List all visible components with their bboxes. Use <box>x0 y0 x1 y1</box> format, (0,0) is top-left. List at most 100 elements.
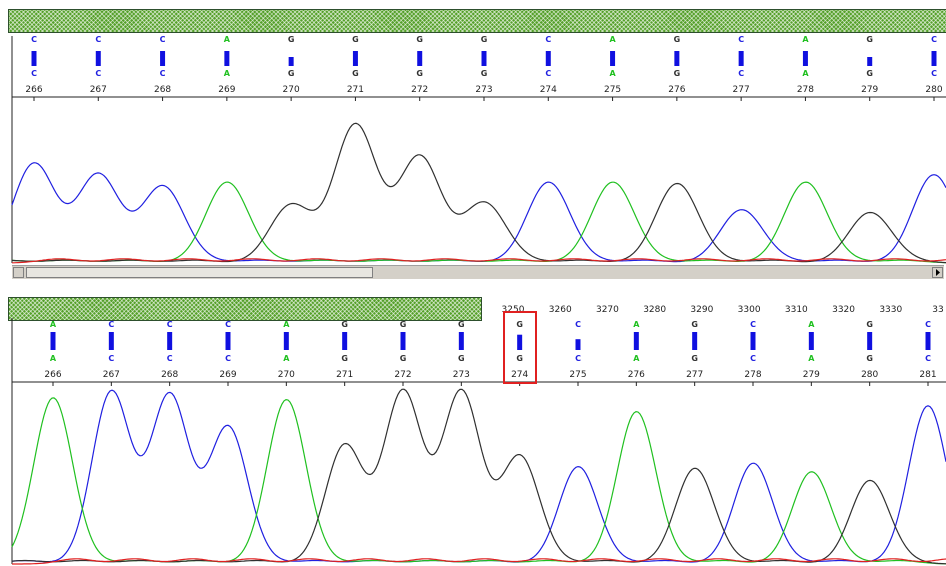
base-call-266: C <box>31 35 37 44</box>
trace-C <box>11 162 946 263</box>
base-call-275: C <box>575 320 581 329</box>
reference-base-266: A <box>50 354 57 363</box>
quality-bar-270 <box>283 332 289 350</box>
base-call-269: C <box>225 320 231 329</box>
base-call-275: A <box>609 35 616 44</box>
reference-base-280: C <box>931 69 937 78</box>
base-call-276: A <box>633 320 640 329</box>
base-call-272: G <box>416 35 423 44</box>
reference-base-271: G <box>341 354 348 363</box>
top-sequence-name-bar <box>8 9 946 33</box>
position-label-267: 267 <box>90 85 107 95</box>
scroll-thumb[interactable] <box>26 267 373 278</box>
position-label-273: 273 <box>475 85 492 95</box>
position-label-275: 275 <box>604 85 621 95</box>
base-call-278: C <box>750 320 756 329</box>
position-label-266: 266 <box>44 370 61 380</box>
quality-bar-278 <box>802 51 808 66</box>
top-chromatogram: C C 266 C C 267 C C 268 A A 269 G G 270 G G 271 G G 272 G G 273… <box>11 35 946 264</box>
position-label-267: 267 <box>103 370 120 380</box>
trace-A <box>11 397 946 565</box>
position-label-272: 272 <box>411 85 428 95</box>
position-label-268: 268 <box>154 85 171 95</box>
reference-base-271: G <box>352 69 359 78</box>
position-label-271: 271 <box>336 370 353 380</box>
position-label-272: 272 <box>394 370 411 380</box>
position-label-281: 281 <box>919 370 936 380</box>
position-label-266: 266 <box>25 85 42 95</box>
quality-bar-272 <box>400 332 406 350</box>
position-label-270: 270 <box>278 370 295 380</box>
top-horizontal-scrollbar[interactable] <box>12 265 944 279</box>
quality-bar-269 <box>224 51 230 66</box>
scroll-right-button[interactable] <box>932 267 943 278</box>
quality-bar-269 <box>225 332 231 350</box>
arrow-right-icon <box>936 269 940 276</box>
quality-bar-273 <box>458 332 464 350</box>
reference-base-275: A <box>609 69 616 78</box>
trace-index-label-3320: 3320 <box>832 305 855 315</box>
reference-base-280: G <box>866 354 873 363</box>
trace-T <box>12 258 946 264</box>
base-call-272: G <box>400 320 407 329</box>
base-call-270: A <box>283 320 290 329</box>
reference-base-279: G <box>866 69 873 78</box>
base-call-267: C <box>108 320 114 329</box>
position-label-277: 277 <box>733 85 750 95</box>
position-label-269: 269 <box>219 370 236 380</box>
quality-bar-272 <box>417 51 423 66</box>
quality-bar-267 <box>95 51 101 66</box>
bottom-chromatogram: 3250 3260 3270 3280 3290 3300 3310 3320 3330 33 A A… <box>11 305 946 565</box>
reference-base-277: G <box>691 354 698 363</box>
base-call-266: A <box>50 320 57 329</box>
quality-bar-266 <box>50 332 56 350</box>
quality-bar-276 <box>674 51 680 66</box>
quality-bar-274 <box>545 51 551 66</box>
reference-base-272: G <box>400 354 407 363</box>
position-label-279: 279 <box>803 370 820 380</box>
trace-index-label-3290: 3290 <box>690 305 713 315</box>
reference-base-267: C <box>108 354 114 363</box>
base-call-276: G <box>674 35 681 44</box>
quality-bar-278 <box>750 332 756 350</box>
scroll-left-button[interactable] <box>13 267 24 278</box>
reference-base-266: C <box>31 69 37 78</box>
quality-bar-277 <box>692 332 698 350</box>
base-call-274: G <box>516 320 523 329</box>
reference-base-273: G <box>481 69 488 78</box>
reference-base-276: A <box>633 354 640 363</box>
reference-base-276: G <box>674 69 681 78</box>
reference-base-268: C <box>160 69 166 78</box>
highlighted-base-274-box[interactable] <box>503 311 537 384</box>
quality-bar-279 <box>808 332 814 350</box>
reference-base-267: C <box>95 69 101 78</box>
trace-index-label-3250: 3250 <box>502 305 525 315</box>
base-call-279: A <box>808 320 815 329</box>
quality-bar-279 <box>867 57 873 66</box>
reference-base-269: C <box>225 354 231 363</box>
base-call-280: C <box>931 35 937 44</box>
base-call-277: G <box>691 320 698 329</box>
base-call-271: G <box>352 35 359 44</box>
quality-bar-280 <box>867 332 873 350</box>
position-label-276: 276 <box>668 85 685 95</box>
reference-base-270: A <box>283 354 290 363</box>
base-call-281: C <box>925 320 931 329</box>
base-call-277: C <box>738 35 744 44</box>
position-label-271: 271 <box>347 85 364 95</box>
trace-index-label-3300: 3300 <box>738 305 761 315</box>
base-call-278: A <box>802 35 809 44</box>
bottom-trace-panel: 3250 3260 3270 3280 3290 3300 3310 3320 3330 33 A A… <box>0 296 946 566</box>
base-call-274: C <box>545 35 551 44</box>
quality-bar-268 <box>160 51 166 66</box>
trace-index-label-3310: 3310 <box>785 305 808 315</box>
reference-base-268: C <box>167 354 173 363</box>
trace-index-label-33: 33 <box>932 305 943 315</box>
top-trace-panel: C C 266 C C 267 C C 268 A A 269 G G 270 G G 271 G G 272 G G 273… <box>8 9 946 279</box>
reference-base-275: C <box>575 354 581 363</box>
base-call-273: G <box>458 320 465 329</box>
reference-base-281: C <box>925 354 931 363</box>
position-label-273: 273 <box>453 370 470 380</box>
quality-bar-273 <box>481 51 487 66</box>
base-call-271: G <box>341 320 348 329</box>
